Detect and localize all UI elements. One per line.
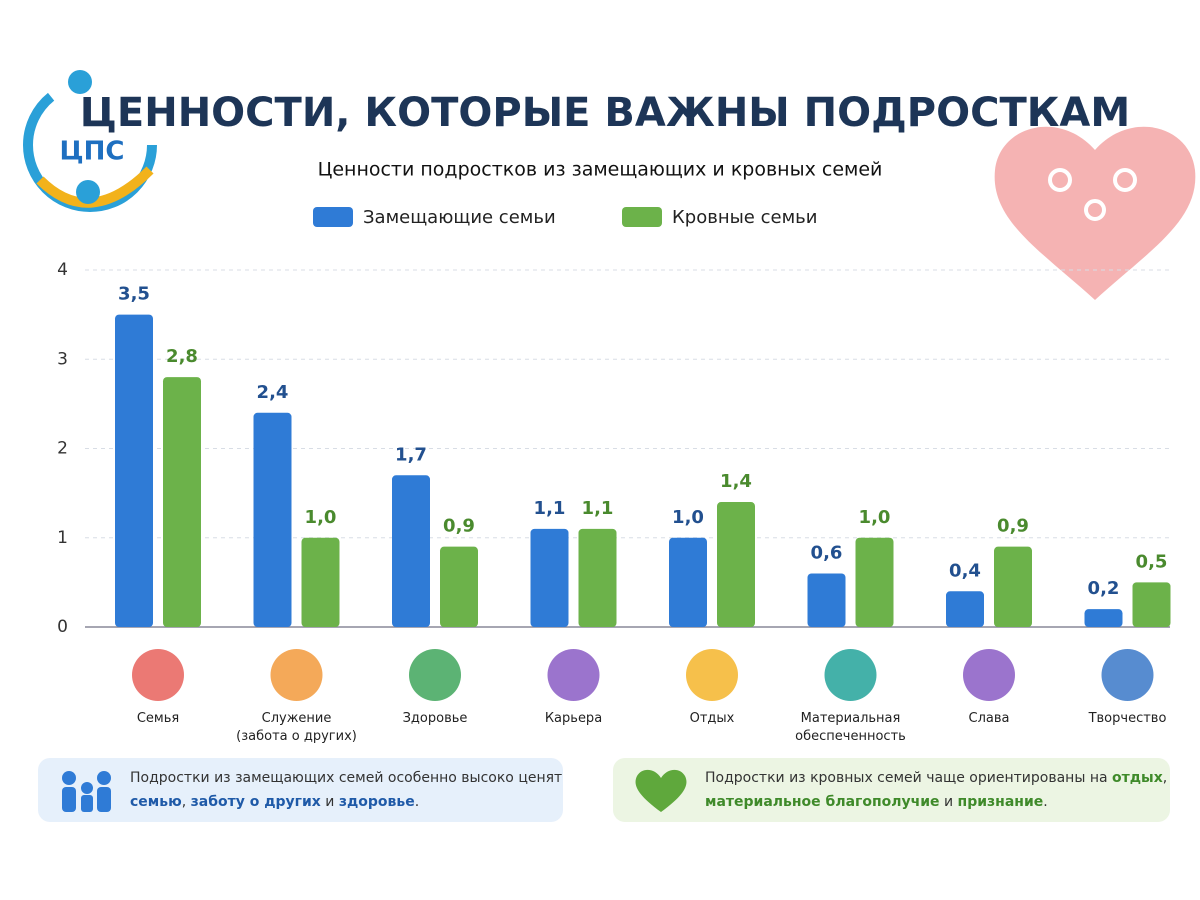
- x-tick-label: Материальная обеспеченность: [795, 711, 906, 744]
- value-label: 0,5: [1136, 551, 1168, 572]
- value-label: 0,9: [997, 516, 1029, 537]
- x-tick-label: Семья: [136, 711, 180, 726]
- bar: [115, 314, 153, 627]
- bar: [807, 573, 846, 627]
- note-left: Подростки из замещающих семей особенно в…: [38, 758, 563, 822]
- bar: [578, 528, 617, 627]
- x-tick-label: Творчество: [1088, 711, 1167, 726]
- value-label: 1,0: [305, 507, 337, 528]
- x-tick-label: Карьера: [544, 711, 603, 726]
- x-tick-label: Слава: [968, 711, 1010, 726]
- category-icon: [132, 649, 184, 701]
- value-label: 0,4: [949, 560, 981, 581]
- bar: [301, 537, 340, 627]
- value-label: 1,1: [582, 498, 614, 519]
- chart-subtitle: Ценности подростков из замещающих и кров…: [318, 159, 883, 181]
- bar: [1132, 582, 1171, 627]
- bar: [946, 591, 984, 627]
- category-icon: [963, 649, 1015, 701]
- bar: [1084, 609, 1123, 627]
- bar: [163, 377, 201, 627]
- value-label: 0,6: [811, 542, 843, 563]
- logo-text: ЦПС: [60, 137, 125, 167]
- bar: [440, 546, 478, 627]
- note-right: Подростки из кровных семей чаще ориентир…: [613, 758, 1170, 822]
- note-text: ,: [1162, 770, 1168, 786]
- note-highlight: материальное благополучие: [705, 794, 940, 810]
- note-text: .: [414, 794, 420, 810]
- logo: ЦПС: [23, 70, 157, 212]
- value-label: 2,4: [257, 382, 289, 403]
- value-label: 0,9: [443, 516, 475, 537]
- x-tick-label: Служение (забота о других): [236, 711, 357, 744]
- heart-figure: [1084, 199, 1106, 221]
- category-icon: [409, 649, 461, 701]
- bar: [717, 502, 755, 627]
- value-label: 1,4: [720, 471, 752, 492]
- note-highlight: заботу о других: [190, 794, 321, 810]
- x-tick-label: Отдых: [689, 711, 735, 726]
- value-label: 1,7: [395, 444, 427, 465]
- heart-figure: [1048, 168, 1072, 192]
- y-tick-label: 3: [57, 349, 68, 369]
- legend-swatch: [313, 207, 353, 227]
- heart-decor: [994, 126, 1196, 300]
- legend-label: Замещающие семьи: [363, 207, 556, 228]
- bar: [994, 546, 1032, 627]
- category-icon: [270, 649, 323, 701]
- note-highlight: признание: [957, 794, 1044, 810]
- note-highlight: здоровье: [338, 794, 415, 810]
- heart: [994, 126, 1196, 300]
- bar: [392, 475, 430, 627]
- note-text: и: [939, 794, 958, 810]
- x-tick-label: Здоровье: [402, 711, 468, 726]
- y-tick-label: 1: [57, 528, 68, 548]
- logo-head: [76, 180, 100, 204]
- note-text: .: [1043, 794, 1048, 810]
- bar: [253, 412, 292, 627]
- family-icon: [62, 771, 111, 812]
- value-label: 1,1: [534, 498, 566, 519]
- bar: [855, 537, 894, 627]
- value-label: 2,8: [166, 346, 198, 367]
- logo-head: [68, 70, 92, 94]
- y-tick-label: 4: [57, 260, 68, 280]
- legend-swatch: [622, 207, 662, 227]
- bar: [669, 537, 707, 627]
- note-text: Подростки из кровных семей чаще ориентир…: [705, 770, 1113, 786]
- value-label: 1,0: [859, 507, 891, 528]
- y-tick-label: 2: [57, 439, 68, 459]
- note-highlight: отдых: [1112, 770, 1163, 786]
- chart-title: ЦЕННОСТИ, КОТОРЫЕ ВАЖНЫ ПОДРОСТКАМ: [80, 90, 1130, 136]
- heart-icon: [635, 769, 687, 812]
- bar: [530, 528, 569, 627]
- value-label: 0,2: [1088, 578, 1120, 599]
- category-icon: [824, 649, 877, 701]
- note-text: ,: [181, 794, 191, 810]
- heart-figure: [1113, 168, 1137, 192]
- category-icon: [686, 649, 738, 701]
- category-icon: [1101, 649, 1154, 701]
- note-text: Подростки из замещающих семей особенно в…: [130, 770, 563, 786]
- note-text: и: [320, 794, 339, 810]
- y-tick-label: 0: [57, 617, 68, 637]
- category-icon: [547, 649, 600, 701]
- value-label: 1,0: [672, 507, 704, 528]
- legend-label: Кровные семьи: [672, 207, 817, 228]
- note-highlight: семью: [130, 794, 182, 810]
- value-label: 3,5: [118, 284, 150, 305]
